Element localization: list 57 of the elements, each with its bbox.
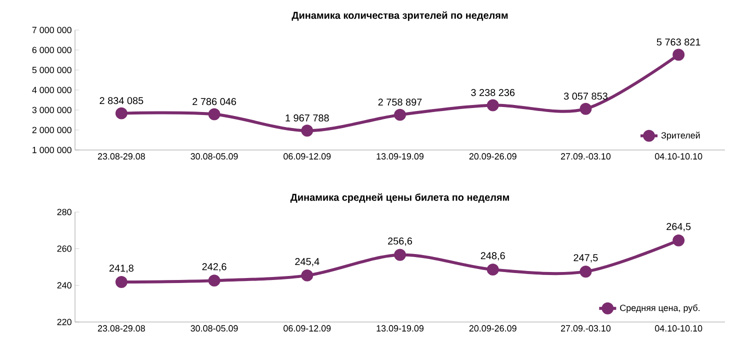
- x-tick-label: 20.09-26.09: [469, 153, 516, 160]
- legend-label: Средняя цена, руб.: [620, 304, 700, 313]
- y-tick-label: 3 000 000: [32, 106, 72, 114]
- y-tick-label: 280: [57, 208, 72, 216]
- data-label: 1 967 788: [286, 114, 329, 122]
- x-tick-label: 04.10-10.10: [654, 153, 702, 160]
- point: [208, 108, 220, 120]
- y-tick-label: 6 000 000: [32, 46, 72, 54]
- data-label: 3 057 853: [564, 92, 608, 100]
- point: [672, 234, 685, 246]
- data-label: 242,6: [202, 263, 226, 272]
- x-tick-label: 30.08-05.09: [190, 325, 238, 332]
- data-label: 2 786 046: [192, 98, 236, 106]
- y-tick-label: 5 000 000: [32, 66, 72, 74]
- y-tick-label: 220: [57, 318, 72, 326]
- y-tick-label: 2 000 000: [32, 126, 72, 134]
- x-tick-label: 30.08-05.09: [190, 153, 238, 160]
- data-label: 264,5: [666, 223, 691, 232]
- data-label: 3 238 236: [471, 89, 515, 96]
- x-tick-label: 04.10-10.10: [654, 325, 702, 332]
- x-tick-label: 27.09.-03.10: [560, 325, 611, 332]
- point: [115, 107, 128, 120]
- x-tick-label: 23.08-29.08: [98, 153, 145, 160]
- legend-label: Зрителей: [661, 132, 700, 140]
- data-label: 5 763 821: [656, 38, 700, 46]
- x-tick-label: 20.09-26.09: [469, 325, 516, 332]
- x-tick-label: 06.09-12.09: [284, 325, 331, 332]
- data-label: 2 758 897: [378, 98, 422, 106]
- chart-title: Динамика средней цены билета по неделям: [290, 193, 509, 203]
- data-label: 256,6: [388, 238, 412, 246]
- x-tick-label: 13.09-19.09: [376, 325, 424, 332]
- y-tick-label: 240: [57, 282, 72, 289]
- y-tick-label: 7 000 000: [32, 26, 72, 34]
- x-tick-label: 06.09-12.09: [284, 153, 331, 160]
- x-tick-label: 13.09-19.09: [376, 153, 424, 160]
- point: [301, 124, 314, 137]
- point: [486, 264, 499, 276]
- point: [486, 99, 499, 112]
- point: [301, 269, 314, 282]
- data-label: 245,4: [295, 258, 320, 266]
- point: [580, 102, 592, 115]
- y-tick-label: 1 000 000: [32, 146, 72, 154]
- y-tick-label: 260: [57, 245, 72, 252]
- data-label: 241,8: [109, 264, 134, 273]
- point: [580, 266, 592, 278]
- data-label: 247,5: [574, 254, 598, 262]
- point: [394, 108, 406, 121]
- point: [208, 274, 220, 287]
- point: [115, 276, 128, 288]
- data-label: 2 834 085: [100, 97, 144, 104]
- x-tick-label: 27.09.-03.10: [560, 153, 611, 160]
- point: [394, 248, 406, 261]
- x-tick-label: 23.08-29.08: [98, 325, 145, 332]
- chart-title: Динамика количества зрителей по неделям: [292, 11, 508, 21]
- point: [672, 48, 685, 61]
- data-label: 248,6: [480, 252, 505, 260]
- y-tick-label: 4 000 000: [32, 86, 72, 94]
